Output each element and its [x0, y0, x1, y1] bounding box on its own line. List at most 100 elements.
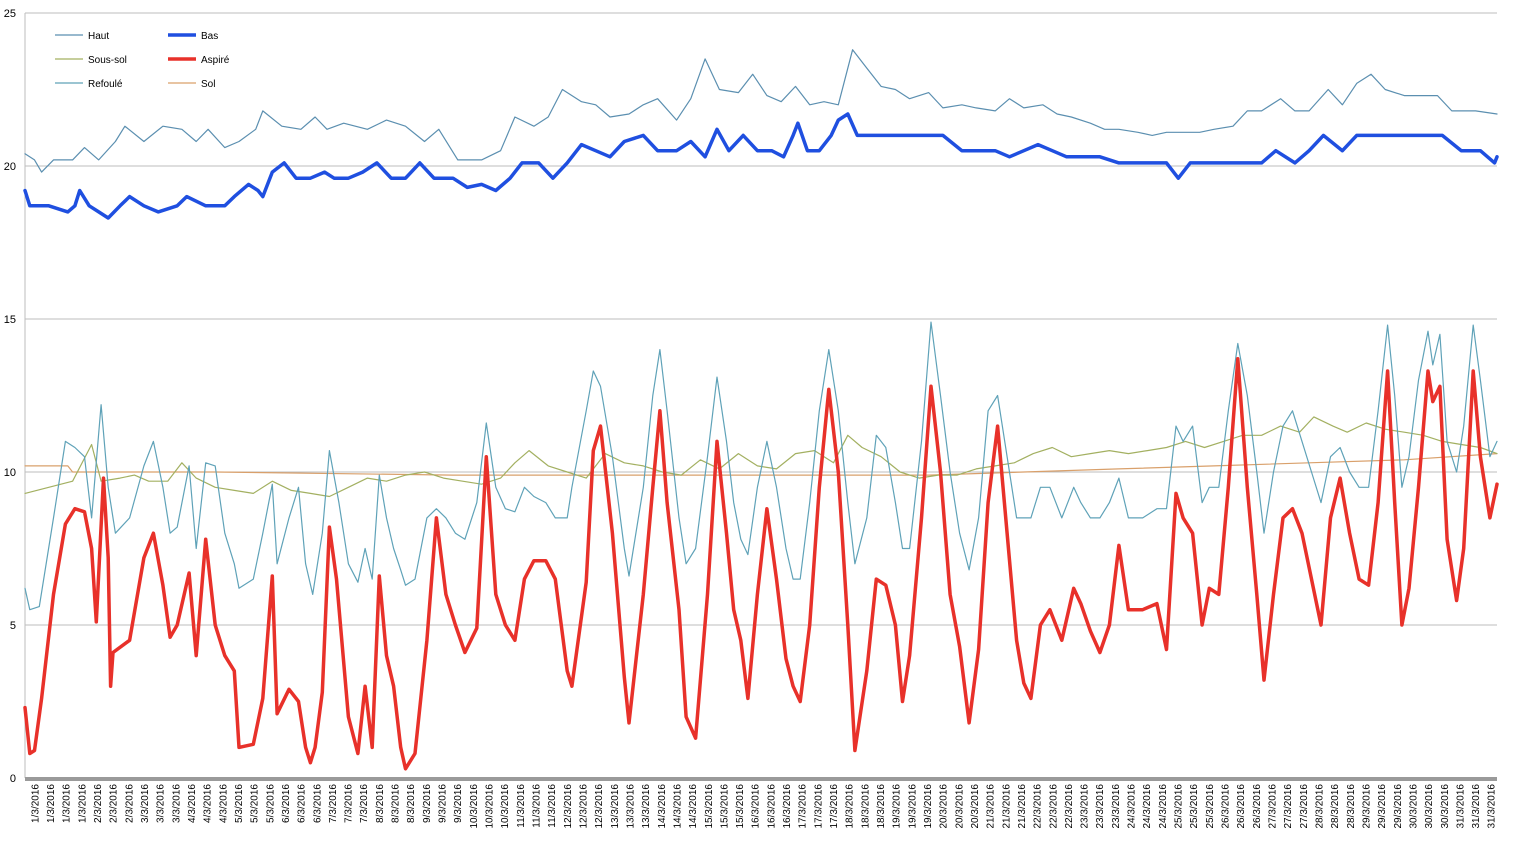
- x-tick-label: 8/3/2016: [375, 784, 386, 823]
- x-tick-label: 22/3/2016: [1033, 784, 1044, 829]
- x-tick-label: 10/3/2016: [485, 784, 496, 829]
- x-tick-label: 29/3/2016: [1393, 784, 1404, 829]
- y-tick-label: 10: [4, 467, 16, 479]
- x-tick-label: 16/3/2016: [766, 784, 777, 829]
- series-line-bas: [23, 112, 1499, 220]
- legend-label: Aspiré: [201, 55, 230, 66]
- x-tick-label: 7/3/2016: [328, 784, 339, 823]
- legend: Haut Bas Sous-sol Aspiré Refoulé Sol: [55, 31, 230, 90]
- x-axis: 1/3/2016 1/3/2016 1/3/2016 1/3/2016 2/3/2016…: [25, 777, 1498, 829]
- x-tick-label: 25/3/2016: [1174, 784, 1185, 829]
- x-tick-label: 21/3/2016: [1017, 784, 1028, 829]
- x-tick-label: 26/3/2016: [1236, 784, 1247, 829]
- x-tick-label: 28/3/2016: [1314, 784, 1325, 829]
- grid-lines: [24, 12, 1497, 779]
- x-tick-label: 9/3/2016: [422, 784, 433, 823]
- x-tick-label: 30/3/2016: [1424, 784, 1435, 829]
- x-tick-label: 1/3/2016: [30, 784, 41, 823]
- x-tick-label: 17/3/2016: [798, 784, 809, 829]
- x-tick-label: 4/3/2016: [203, 784, 214, 823]
- x-tick-label: 12/3/2016: [563, 784, 574, 829]
- legend-label: Refoulé: [88, 79, 123, 90]
- x-tick-label: 18/3/2016: [876, 784, 887, 829]
- x-tick-label: 4/3/2016: [187, 784, 198, 823]
- x-tick-label: 11/3/2016: [532, 784, 543, 828]
- x-tick-label: 15/3/2016: [735, 784, 746, 829]
- series-line-sous-sol: [24, 416, 1498, 498]
- y-tick-label: 15: [4, 314, 16, 326]
- x-tick-label: 9/3/2016: [453, 784, 464, 823]
- x-tick-label: 2/3/2016: [124, 784, 135, 823]
- x-tick-label: 27/3/2016: [1283, 784, 1294, 829]
- y-axis-ticks: 0 5 10 15 20 25: [4, 8, 16, 785]
- x-tick-label: 30/3/2016: [1440, 784, 1451, 829]
- x-tick-label: 25/3/2016: [1205, 784, 1216, 829]
- x-tick-label: 5/3/2016: [250, 784, 261, 823]
- x-tick-label: 27/3/2016: [1299, 784, 1310, 829]
- x-tick-label: 24/3/2016: [1127, 784, 1138, 829]
- x-tick-label: 11/3/2016: [547, 784, 558, 828]
- x-tick-label: 15/3/2016: [704, 784, 715, 829]
- x-tick-label: 22/3/2016: [1064, 784, 1075, 829]
- x-tick-label: 19/3/2016: [907, 784, 918, 829]
- x-tick-label: 5/3/2016: [265, 784, 276, 823]
- x-tick-label: 7/3/2016: [344, 784, 355, 823]
- series-line-aspir: [23, 357, 1499, 771]
- x-tick-label: 19/3/2016: [923, 784, 934, 829]
- x-tick-label: 17/3/2016: [813, 784, 824, 829]
- x-tick-label: 22/3/2016: [1048, 784, 1059, 829]
- x-tick-label: 20/3/2016: [970, 784, 981, 829]
- x-tick-label: 26/3/2016: [1252, 784, 1263, 829]
- x-tick-label: 23/3/2016: [1080, 784, 1091, 829]
- x-tick-label: 20/3/2016: [939, 784, 950, 829]
- x-tick-label: 20/3/2016: [954, 784, 965, 829]
- x-tick-label: 14/3/2016: [672, 784, 683, 829]
- y-tick-label: 25: [4, 8, 16, 20]
- x-tick-label: 13/3/2016: [625, 784, 636, 829]
- x-tick-label: 24/3/2016: [1158, 784, 1169, 829]
- x-axis-minor-ticks: [25, 777, 1497, 781]
- x-tick-label: 1/3/2016: [62, 784, 73, 823]
- x-tick-label: 8/3/2016: [406, 784, 417, 823]
- x-tick-label: 4/3/2016: [218, 784, 229, 823]
- x-tick-label: 27/3/2016: [1268, 784, 1279, 829]
- x-tick-label: 3/3/2016: [156, 784, 167, 823]
- series-line-refoul: [24, 321, 1498, 611]
- x-tick-label: 25/3/2016: [1189, 784, 1200, 829]
- x-tick-label: 10/3/2016: [469, 784, 480, 829]
- x-tick-label: 21/3/2016: [1001, 784, 1012, 829]
- x-tick-label: 31/3/2016: [1455, 784, 1466, 829]
- x-tick-label: 23/3/2016: [1111, 784, 1122, 829]
- x-tick-label: 14/3/2016: [688, 784, 699, 829]
- x-tick-label: 31/3/2016: [1487, 784, 1498, 829]
- series-line-haut: [24, 49, 1498, 173]
- legend-label: Haut: [88, 31, 109, 42]
- x-tick-label: 5/3/2016: [234, 784, 245, 823]
- x-tick-label: 1/3/2016: [46, 784, 57, 823]
- x-tick-label: 13/3/2016: [641, 784, 652, 829]
- x-tick-label: 28/3/2016: [1330, 784, 1341, 829]
- x-tick-label: 19/3/2016: [892, 784, 903, 829]
- legend-label: Bas: [201, 31, 218, 42]
- x-tick-label: 12/3/2016: [594, 784, 605, 829]
- x-tick-label: 17/3/2016: [829, 784, 840, 829]
- y-tick-label: 5: [10, 620, 16, 632]
- x-tick-label: 3/3/2016: [140, 784, 151, 823]
- y-tick-label: 0: [10, 773, 16, 785]
- x-tick-label: 18/3/2016: [860, 784, 871, 829]
- x-tick-label: 6/3/2016: [281, 784, 292, 823]
- y-tick-label: 20: [4, 161, 16, 173]
- legend-label: Sol: [201, 79, 215, 90]
- x-tick-label: 28/3/2016: [1346, 784, 1357, 829]
- x-tick-label: 11/3/2016: [516, 784, 527, 828]
- x-tick-label: 2/3/2016: [93, 784, 104, 823]
- x-tick-label: 3/3/2016: [171, 784, 182, 823]
- x-tick-label: 26/3/2016: [1221, 784, 1232, 829]
- x-tick-label: 7/3/2016: [359, 784, 370, 823]
- x-tick-label: 31/3/2016: [1471, 784, 1482, 829]
- x-tick-label: 15/3/2016: [719, 784, 730, 829]
- x-tick-label: 24/3/2016: [1142, 784, 1153, 829]
- x-tick-label: 29/3/2016: [1377, 784, 1388, 829]
- x-tick-label: 21/3/2016: [986, 784, 997, 829]
- x-tick-label: 14/3/2016: [657, 784, 668, 829]
